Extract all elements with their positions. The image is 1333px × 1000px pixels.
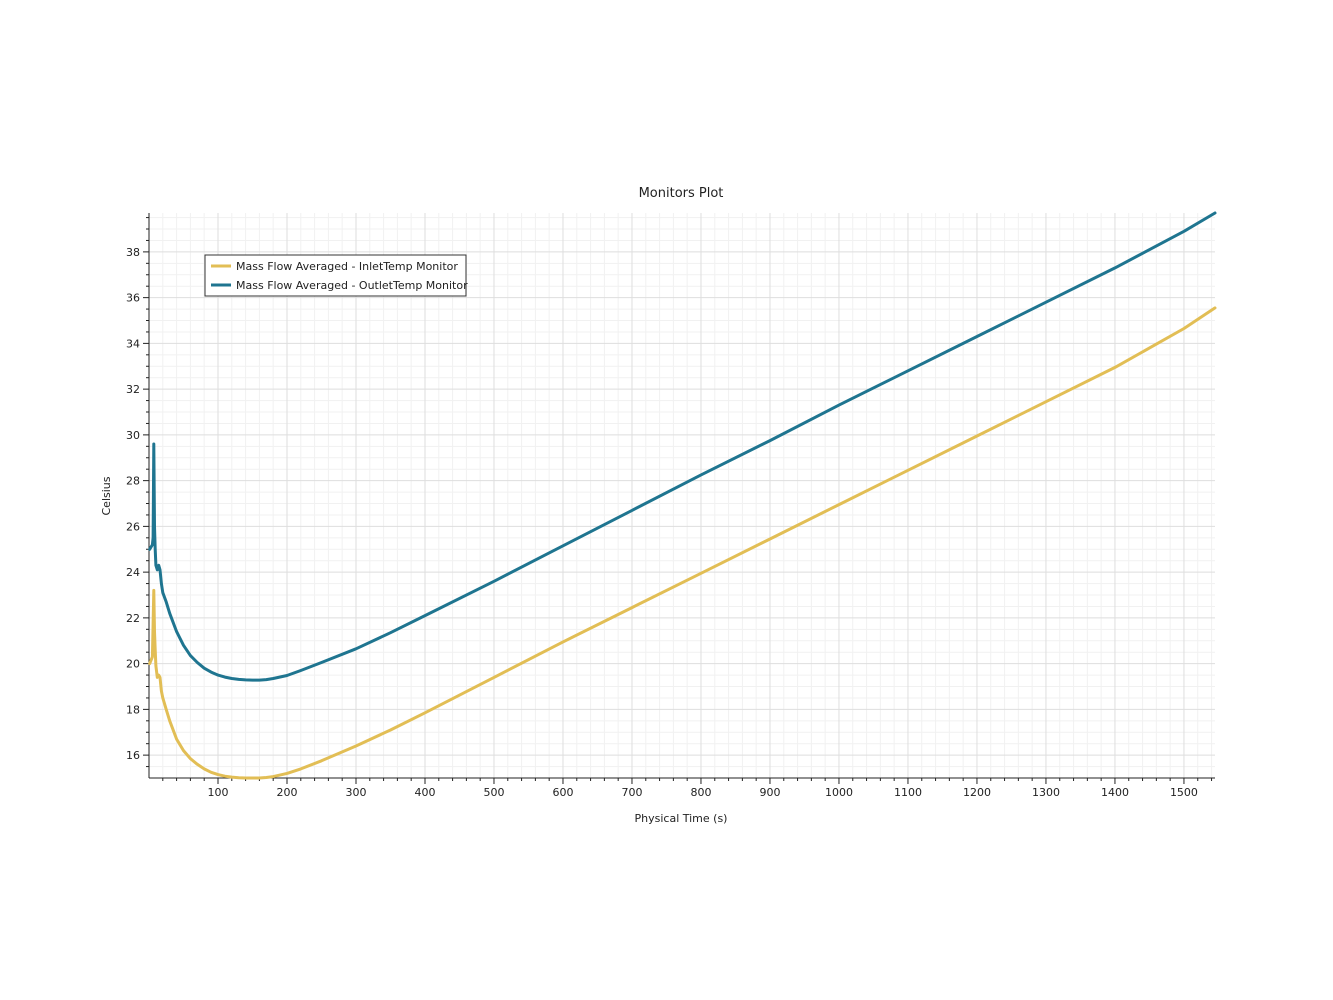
- y-tick-label: 38: [126, 246, 140, 259]
- y-tick-label: 24: [126, 566, 140, 579]
- y-tick-label: 32: [126, 383, 140, 396]
- x-tick-label: 700: [621, 786, 642, 799]
- x-tick-label: 400: [414, 786, 435, 799]
- x-axis: 100 200 300 400 500 600 700 800 900 1000 1100 1200 1…: [149, 777, 1215, 799]
- series-line-inlet: [148, 306, 1217, 780]
- y-tick-label: 36: [126, 292, 140, 305]
- y-tick-label: 22: [126, 612, 140, 625]
- x-tick-label: 200: [276, 786, 297, 799]
- y-axis-title: Celsius: [100, 476, 113, 515]
- legend-label-inlet: Mass Flow Averaged - InletTemp Monitor: [236, 260, 458, 273]
- y-tick-label: 18: [126, 703, 140, 716]
- legend: Mass Flow Averaged - InletTemp Monitor M…: [204, 254, 468, 297]
- x-tick-label: 800: [690, 786, 711, 799]
- chart-title: Monitors Plot: [639, 186, 724, 201]
- legend-box: [204, 254, 467, 297]
- series-line-outlet: [148, 211, 1217, 682]
- y-tick-label: 34: [126, 337, 140, 350]
- x-tick-label: 600: [552, 786, 573, 799]
- x-tick-label: 1000: [825, 786, 853, 799]
- x-tick-label: 500: [483, 786, 504, 799]
- x-tick-label: 1400: [1101, 786, 1129, 799]
- x-tick-label: 900: [759, 786, 780, 799]
- y-tick-label: 16: [126, 749, 140, 762]
- y-tick-label: 20: [126, 658, 140, 671]
- x-axis-title: Physical Time (s): [635, 812, 728, 825]
- y-tick-label: 26: [126, 520, 140, 533]
- y-tick-label: 30: [126, 429, 140, 442]
- x-tick-label: 300: [345, 786, 366, 799]
- x-tick-label: 1100: [894, 786, 922, 799]
- x-tick-label: 1300: [1032, 786, 1060, 799]
- x-tick-label: 1500: [1170, 786, 1198, 799]
- y-tick-label: 28: [126, 475, 140, 488]
- x-tick-label: 100: [207, 786, 228, 799]
- y-axis: 16 18 20 22 24 26 28 30 32 34 36 38: [126, 213, 150, 778]
- legend-label-outlet: Mass Flow Averaged - OutletTemp Monitor: [236, 279, 468, 292]
- x-tick-label: 1200: [963, 786, 991, 799]
- series-lines: [148, 211, 1217, 780]
